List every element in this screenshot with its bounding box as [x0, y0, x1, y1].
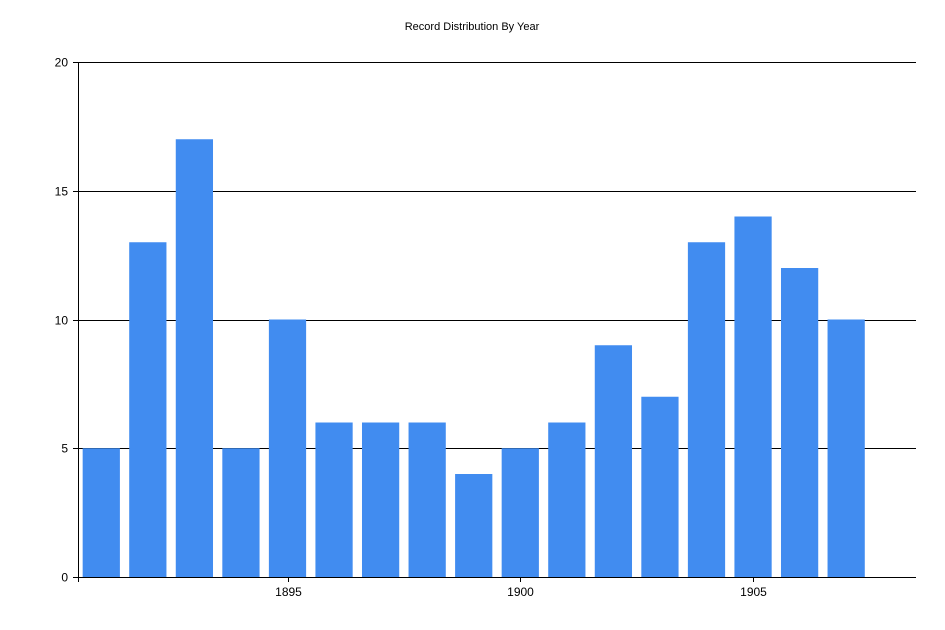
bar-1904 — [687, 242, 726, 577]
bar-1899 — [455, 474, 493, 577]
x-tick-label-1905: 1905 — [740, 585, 767, 599]
bar-1902 — [594, 345, 633, 577]
bar-1893 — [175, 139, 214, 577]
x-axis-ticks: 1895 1900 1905 — [275, 577, 767, 599]
x-tick-label-1900: 1900 — [507, 585, 534, 599]
bar-1901 — [548, 422, 586, 577]
bar-1905 — [734, 216, 772, 577]
chart-title: Record Distribution By Year — [405, 21, 540, 33]
y-tick-label-5: 5 — [61, 442, 68, 456]
bar-1892 — [129, 242, 167, 577]
bars — [82, 139, 865, 577]
y-tick-label-15: 15 — [55, 185, 69, 199]
gridlines — [78, 62, 916, 449]
bar-1894 — [222, 448, 260, 577]
bar-1903 — [641, 396, 679, 577]
bar-1900 — [501, 448, 539, 577]
y-tick-label-20: 20 — [55, 56, 69, 70]
bar-1898 — [408, 422, 446, 577]
x-tick-label-1895: 1895 — [275, 585, 302, 599]
bar-1907 — [827, 319, 865, 577]
bar-1897 — [361, 422, 400, 577]
bar-1891 — [82, 448, 120, 577]
bar-1895 — [268, 319, 307, 577]
y-tick-label-0: 0 — [61, 571, 68, 585]
axes — [73, 62, 916, 582]
y-axis-ticks: 0 5 10 15 20 — [55, 56, 78, 585]
y-tick-label-10: 10 — [55, 314, 69, 328]
bar-1906 — [780, 268, 819, 577]
bar-1896 — [315, 422, 353, 577]
